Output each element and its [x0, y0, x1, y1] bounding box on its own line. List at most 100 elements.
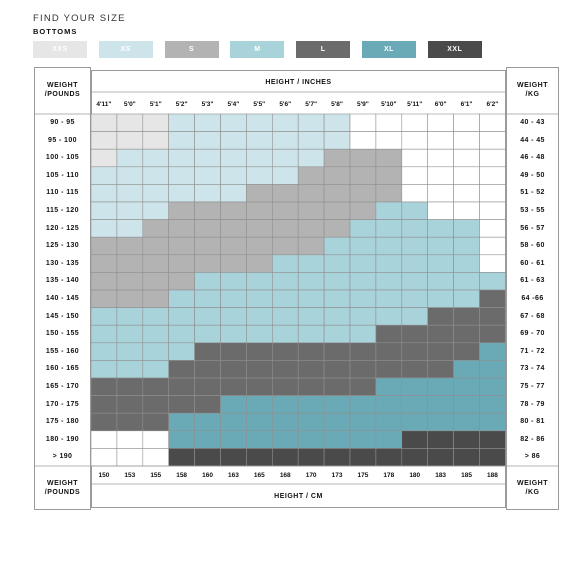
grid-cell	[116, 148, 144, 168]
legend-item-xxs: XXS	[33, 41, 87, 58]
grid-cell	[246, 377, 273, 396]
grid-cell	[90, 113, 118, 132]
grid-cell	[90, 131, 118, 150]
grid-cell	[479, 430, 506, 449]
weight-kg-tick: 46 - 48	[520, 154, 545, 162]
height-inch-tick: 5'0"	[123, 101, 136, 108]
height-cm-tick: 180	[409, 472, 421, 479]
grid-cell	[194, 289, 221, 308]
grid-cell	[401, 448, 428, 467]
grid-cell	[297, 272, 325, 291]
grid-cell	[194, 131, 221, 150]
weight-kg-tick: 44 - 45	[520, 136, 545, 144]
grid-cell	[116, 360, 144, 379]
grid-cell	[142, 184, 170, 203]
height-inch-tick: 4'11"	[96, 101, 112, 108]
grid-cell	[168, 324, 195, 344]
grid-cell	[90, 430, 118, 449]
grid-cell	[194, 360, 221, 379]
grid-cell	[142, 219, 170, 238]
height-inch-tick: 5'2"	[175, 101, 188, 108]
grid-cell	[349, 201, 377, 220]
grid-cell	[142, 342, 170, 361]
grid-cell	[220, 184, 247, 203]
grid-cell	[194, 448, 221, 467]
grid-cell	[90, 219, 118, 238]
grid-cell	[297, 131, 325, 150]
grid-cell	[427, 360, 454, 379]
weight-kg-tick: 73 - 74	[520, 365, 545, 373]
grid-cell	[375, 377, 403, 396]
grid-cell	[401, 236, 428, 256]
weight-pounds-tick: 110 - 115	[46, 189, 79, 197]
grid-cell	[453, 201, 480, 220]
grid-cell	[349, 324, 377, 344]
grid-cell	[168, 184, 195, 203]
grid-cell	[401, 254, 428, 273]
grid-cell	[168, 289, 195, 308]
grid-cell	[479, 219, 506, 238]
grid-cell	[194, 254, 221, 273]
grid-cell	[453, 324, 480, 344]
grid-cell	[427, 430, 454, 449]
weight-pounds-tick: 105 - 110	[46, 171, 79, 179]
grid-cell	[349, 289, 377, 308]
grid-cell	[168, 113, 195, 132]
grid-cell	[479, 166, 506, 185]
grid-cell	[479, 113, 506, 132]
weight-kg-tick: 75 - 77	[520, 383, 545, 390]
grid-cell	[116, 377, 144, 396]
grid-cell	[375, 395, 403, 414]
height-cm-tick: 153	[124, 472, 136, 479]
grid-cell	[246, 395, 273, 414]
grid-cell	[168, 360, 195, 379]
weight-kg-tick: 67 - 68	[520, 312, 545, 320]
grid-cell	[220, 131, 247, 150]
grid-cell	[453, 113, 480, 132]
grid-cell	[116, 131, 144, 150]
grid-cell	[297, 324, 325, 344]
height-cm-tick: 183	[435, 472, 447, 479]
grid-cell	[194, 148, 221, 168]
grid-cell	[220, 377, 247, 396]
grid-cell	[142, 236, 170, 256]
grid-cell	[453, 412, 480, 432]
weight-pounds-tick: 130 - 135	[45, 259, 80, 267]
grid-cell	[142, 324, 170, 344]
grid-cell	[142, 430, 170, 449]
grid-cell	[194, 272, 221, 291]
grid-cell	[323, 412, 351, 432]
grid-cell	[479, 342, 506, 361]
grid-cell	[427, 201, 454, 220]
grid-cell	[142, 113, 170, 132]
grid-cell	[116, 219, 144, 238]
grid-cell	[246, 219, 273, 238]
height-inch-tick: 5'1"	[149, 101, 162, 108]
grid-cell	[220, 201, 247, 220]
grid-cell	[220, 360, 247, 379]
grid-cell	[427, 113, 454, 132]
grid-cell	[271, 342, 299, 361]
grid-cell	[323, 289, 351, 308]
grid-cell	[427, 254, 454, 273]
grid-cell	[297, 430, 325, 449]
grid-cell	[271, 184, 299, 203]
weight-pounds-tick: 170 - 175	[45, 400, 80, 408]
grid-cell	[323, 166, 351, 185]
grid-cell	[168, 412, 195, 432]
grid-cell	[323, 201, 351, 220]
weight-pounds-tick: 145 - 150	[45, 312, 80, 320]
grid-cell	[168, 448, 195, 467]
grid-cell	[479, 272, 506, 291]
height-cm-tick: 188	[487, 472, 498, 479]
grid-cell	[271, 131, 299, 150]
height-inch-tick: 6'0"	[434, 101, 447, 108]
grid-cell	[194, 236, 221, 256]
weight-pounds-tick: 165 - 170	[45, 383, 80, 390]
grid-cell	[90, 254, 118, 273]
grid-cell	[246, 360, 273, 379]
height-cm-tick: 175	[357, 472, 369, 479]
grid-cell	[349, 342, 377, 361]
grid-cell	[246, 289, 273, 308]
grid-cell	[401, 342, 428, 361]
